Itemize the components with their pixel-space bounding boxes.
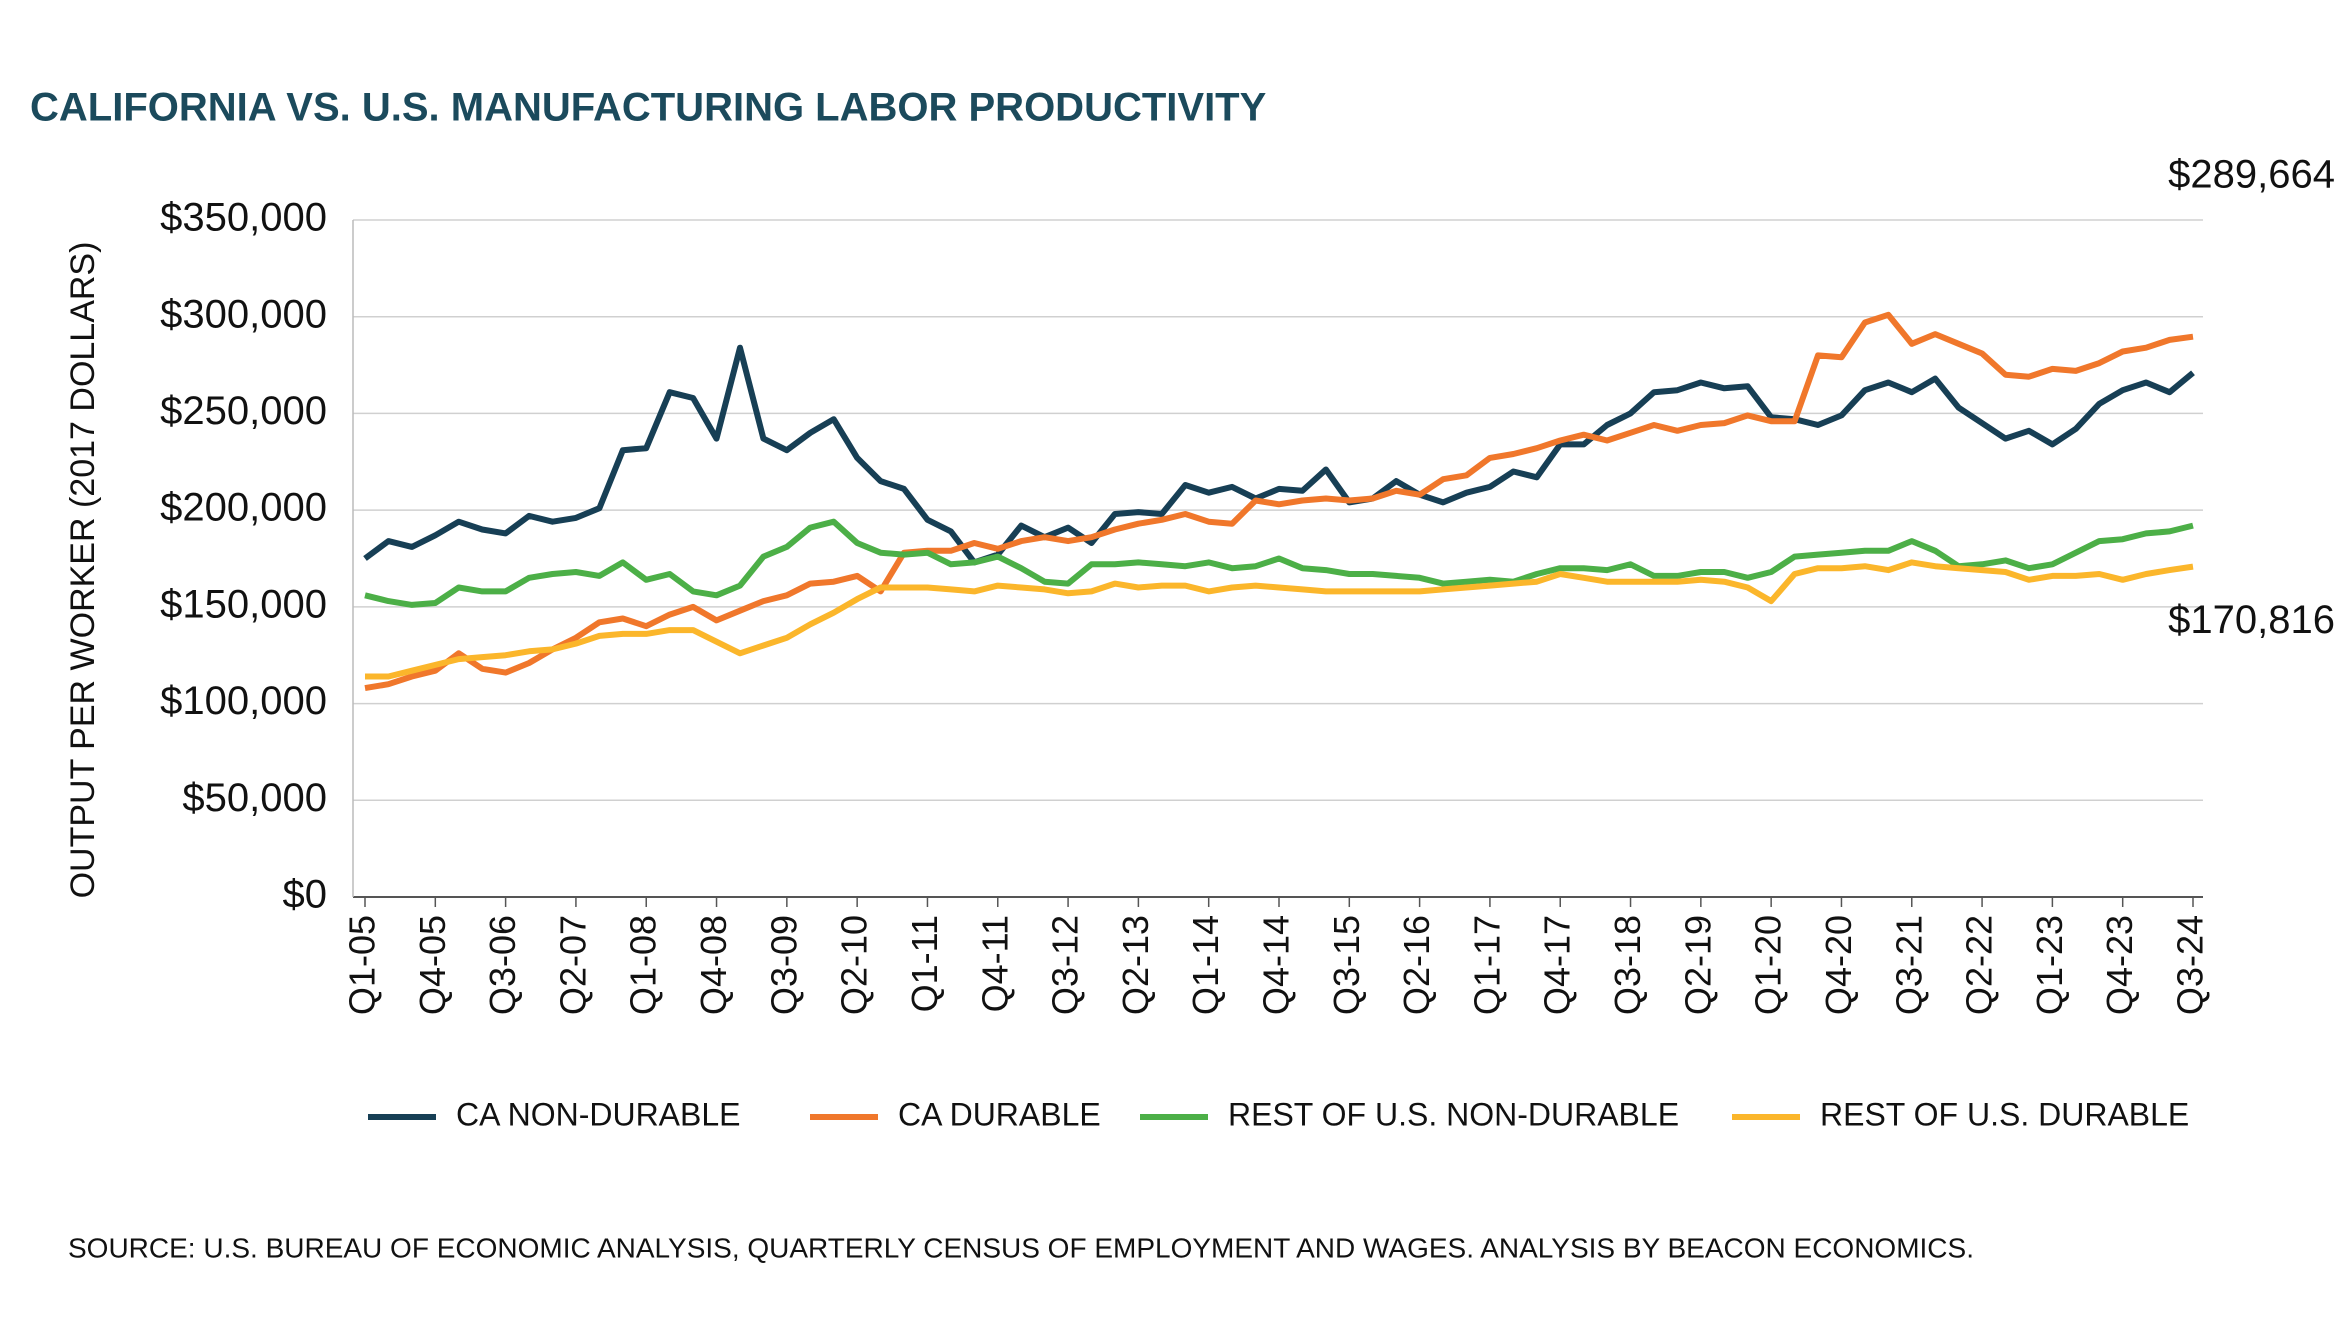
data-label: $170,816 <box>2168 598 2335 642</box>
x-tick-label: Q1-20 <box>1748 915 1789 1015</box>
x-tick-label: Q1-17 <box>1466 915 1507 1015</box>
x-tick-label: Q1-14 <box>1185 915 1226 1015</box>
y-tick-label: $350,000 <box>160 196 327 240</box>
y-tick-label: $250,000 <box>160 389 327 433</box>
x-tick-label: Q3-15 <box>1326 915 1367 1015</box>
x-tick-label: Q3-24 <box>2170 915 2211 1015</box>
x-tick-label: Q1-11 <box>904 915 945 1012</box>
x-tick-label: Q4-23 <box>2099 915 2140 1015</box>
series-line <box>363 344 2195 566</box>
x-tick-label: Q3-12 <box>1045 915 1086 1015</box>
x-tick-label: Q3-18 <box>1607 915 1648 1015</box>
x-tick-label: Q3-21 <box>1888 915 1929 1015</box>
x-tick-label: Q1-23 <box>2029 915 2070 1015</box>
series-line <box>365 559 2194 680</box>
series-line <box>364 518 2194 608</box>
x-tick-label: Q4-11 <box>974 915 1015 1012</box>
x-tick-label: Q2-10 <box>834 915 875 1015</box>
series-line <box>364 311 2194 692</box>
data-label: $289,664 <box>2168 152 2335 196</box>
legend-label: CA DURABLE <box>898 1096 1101 1132</box>
x-tick-label: Q2-19 <box>1677 915 1718 1015</box>
legend-label: REST OF U.S. DURABLE <box>1820 1096 2189 1132</box>
y-tick-label: $200,000 <box>160 486 327 530</box>
y-axis-title: OUTPUT PER WORKER (2017 DOLLARS) <box>64 242 102 899</box>
source-note: SOURCE: U.S. BUREAU OF ECONOMIC ANALYSIS… <box>68 1232 1974 1263</box>
x-tick-label: Q3-09 <box>763 915 804 1015</box>
x-tick-label: Q2-13 <box>1115 915 1156 1015</box>
y-tick-label: $300,000 <box>160 292 327 336</box>
x-tick-label: Q1-05 <box>342 915 383 1015</box>
x-tick-label: Q4-14 <box>1256 915 1297 1015</box>
y-tick-label: $0 <box>283 873 328 917</box>
y-tick-label: $150,000 <box>160 582 327 626</box>
x-tick-label: Q1-08 <box>623 915 664 1015</box>
legend-label: CA NON-DURABLE <box>456 1096 741 1132</box>
x-tick-label: Q2-07 <box>552 915 593 1015</box>
y-tick-label: $50,000 <box>182 776 327 820</box>
x-tick-label: Q4-17 <box>1537 915 1578 1015</box>
x-tick-label: Q2-22 <box>1959 915 2000 1015</box>
x-tick-label: Q2-16 <box>1396 915 1437 1015</box>
legend-label: REST OF U.S. NON-DURABLE <box>1228 1096 1679 1132</box>
y-tick-label: $100,000 <box>160 679 327 723</box>
chart-title: CALIFORNIA VS. U.S. MANUFACTURING LABOR … <box>30 86 1267 130</box>
x-tick-label: Q4-08 <box>693 915 734 1015</box>
x-tick-label: Q4-05 <box>412 915 453 1015</box>
x-tick-label: Q4-20 <box>1818 915 1859 1015</box>
x-tick-label: Q3-06 <box>482 915 523 1015</box>
